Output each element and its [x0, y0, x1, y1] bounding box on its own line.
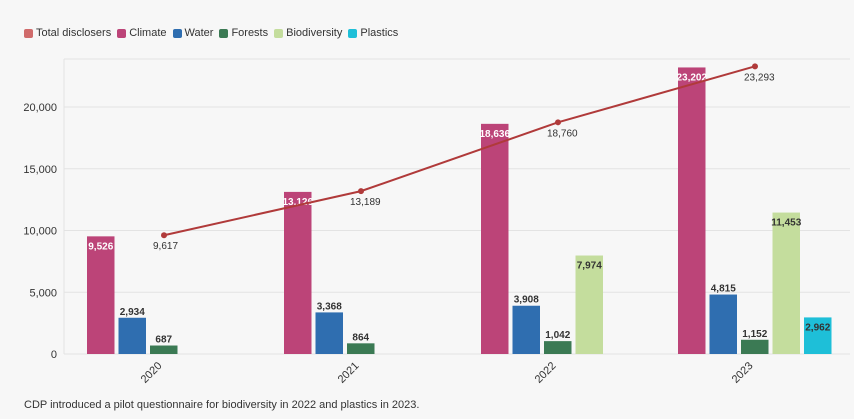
bar-label-forests-2020: 687: [155, 335, 172, 346]
x-tick-label-2020: 2020: [139, 360, 165, 386]
legend-label: Plastics: [360, 27, 399, 39]
legend-item-water[interactable]: Water: [172, 27, 214, 39]
total-label-2022: 18,760: [547, 128, 578, 139]
bar-biodiversity-2022[interactable]: [575, 255, 604, 354]
bar-label-water-2023: 4,815: [711, 284, 736, 295]
bar-label-climate-2021: 13,126: [282, 197, 313, 208]
bar-label-water-2021: 3,368: [317, 301, 342, 312]
bars: [87, 67, 832, 355]
x-axis: 2020 2021 2022 2023: [139, 360, 756, 386]
legend-item-total-disclosers[interactable]: Total disclosers: [24, 27, 111, 39]
legend-label: Forests: [231, 27, 269, 39]
bar-label-water-2020: 2,934: [120, 307, 145, 318]
bar-plastics-2023[interactable]: [804, 317, 832, 354]
legend-item-plastics[interactable]: Plastics: [348, 27, 398, 39]
y-tick-label: 5,000: [29, 287, 57, 299]
y-axis: 0 5,000 10,000 15,000 20,000: [23, 102, 57, 361]
bar-climate-2020[interactable]: [87, 236, 115, 354]
bar-label-biodiversity-2022: 7,974: [577, 261, 602, 272]
legend-item-climate[interactable]: Climate: [117, 27, 167, 39]
chart-legend: Total disclosers Climate Water Forests Biodi…: [24, 27, 398, 39]
legend-swatch-water: [172, 28, 182, 38]
legend-label: Water: [184, 27, 214, 39]
total-point-2022[interactable]: [555, 119, 561, 126]
y-tick-label: 15,000: [23, 164, 57, 176]
y-tick-label: 20,000: [23, 102, 57, 114]
legend-swatch-plastics: [348, 28, 358, 38]
legend-swatch-climate: [117, 28, 127, 38]
bar-climate-2023[interactable]: [678, 67, 706, 355]
legend-label: Biodiversity: [286, 27, 343, 39]
footnote: CDP introduced a pilot questionnaire for…: [24, 399, 420, 411]
legend-item-biodiversity[interactable]: Biodiversity: [274, 27, 342, 39]
x-tick-label-2022: 2022: [533, 360, 559, 386]
bar-label-climate-2020: 9,526: [88, 241, 113, 252]
bar-label-climate-2023: 23,202: [676, 72, 707, 83]
total-label-2023: 23,293: [744, 72, 775, 83]
bar-forests-2021[interactable]: [347, 343, 375, 354]
total-disclosers-line: [163, 65, 756, 237]
legend-swatch-biodiversity: [274, 28, 284, 38]
legend-swatch-total-disclosers: [24, 28, 33, 38]
legend-swatch-forests: [219, 28, 229, 38]
legend-label: Total disclosers: [36, 27, 112, 39]
bar-water-2023[interactable]: [709, 294, 738, 354]
bar-biodiversity-2023[interactable]: [772, 212, 801, 354]
bar-label-water-2022: 3,908: [514, 295, 539, 306]
bar-climate-2022[interactable]: [481, 123, 509, 354]
total-line: 9,617 13,189 18,760 23,293: [153, 63, 775, 252]
bar-water-2022[interactable]: [512, 305, 541, 354]
y-tick-label: 10,000: [23, 226, 57, 238]
bar-label-forests-2022: 1,042: [545, 330, 570, 341]
bar-forests-2023[interactable]: [741, 339, 769, 354]
bar-label-biodiversity-2023: 11,453: [771, 218, 801, 229]
bar-water-2021[interactable]: [315, 312, 344, 354]
y-tick-label: 0: [51, 349, 57, 361]
x-tick-label-2021: 2021: [336, 360, 362, 386]
bar-water-2020[interactable]: [118, 317, 147, 354]
legend-label: Climate: [129, 27, 167, 39]
total-label-2020: 9,617: [153, 241, 178, 252]
bar-labels: 9,526 2,934 687 13,126 3,368 864 18,636 3,908 1,…: [88, 72, 830, 345]
bar-label-forests-2023: 1,152: [742, 329, 767, 340]
total-point-2021[interactable]: [358, 188, 364, 195]
bar-forests-2022[interactable]: [544, 341, 572, 354]
bar-climate-2021[interactable]: [284, 191, 312, 354]
total-label-2021: 13,189: [350, 197, 381, 208]
bar-line-chart: 0 5,000 10,000 15,000 20,000 9,526 2,934 687 13…: [23, 58, 850, 386]
legend-item-forests[interactable]: Forests: [219, 27, 268, 39]
total-point-2023[interactable]: [752, 63, 758, 70]
total-point-2020[interactable]: [161, 232, 167, 239]
bar-label-climate-2022: 18,636: [479, 129, 510, 140]
bar-forests-2020[interactable]: [150, 345, 178, 354]
bar-label-plastics-2023: 2,962: [805, 322, 830, 333]
x-tick-label-2023: 2023: [730, 360, 756, 386]
bar-label-forests-2021: 864: [352, 332, 369, 343]
